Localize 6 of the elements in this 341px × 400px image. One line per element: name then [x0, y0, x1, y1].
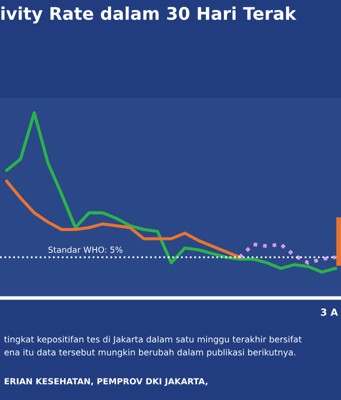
- text: ena itu data tersebut mungkin berubah dalam publikasi berikutnya.: [4, 348, 296, 358]
- annotation: Standar WHO: 5%: [48, 246, 122, 253]
- text: ERIAN KESEHATAN, PEMPROV DKI JAKARTA,: [4, 378, 208, 386]
- chart-title: ivity Rate dalam 30 Hari Terak: [1, 6, 296, 24]
- text: tingkat kepositifan tes di Jakarta dalam satu minggu terakhir bersifat: [4, 336, 302, 344]
- text: 3 A: [320, 308, 338, 316]
